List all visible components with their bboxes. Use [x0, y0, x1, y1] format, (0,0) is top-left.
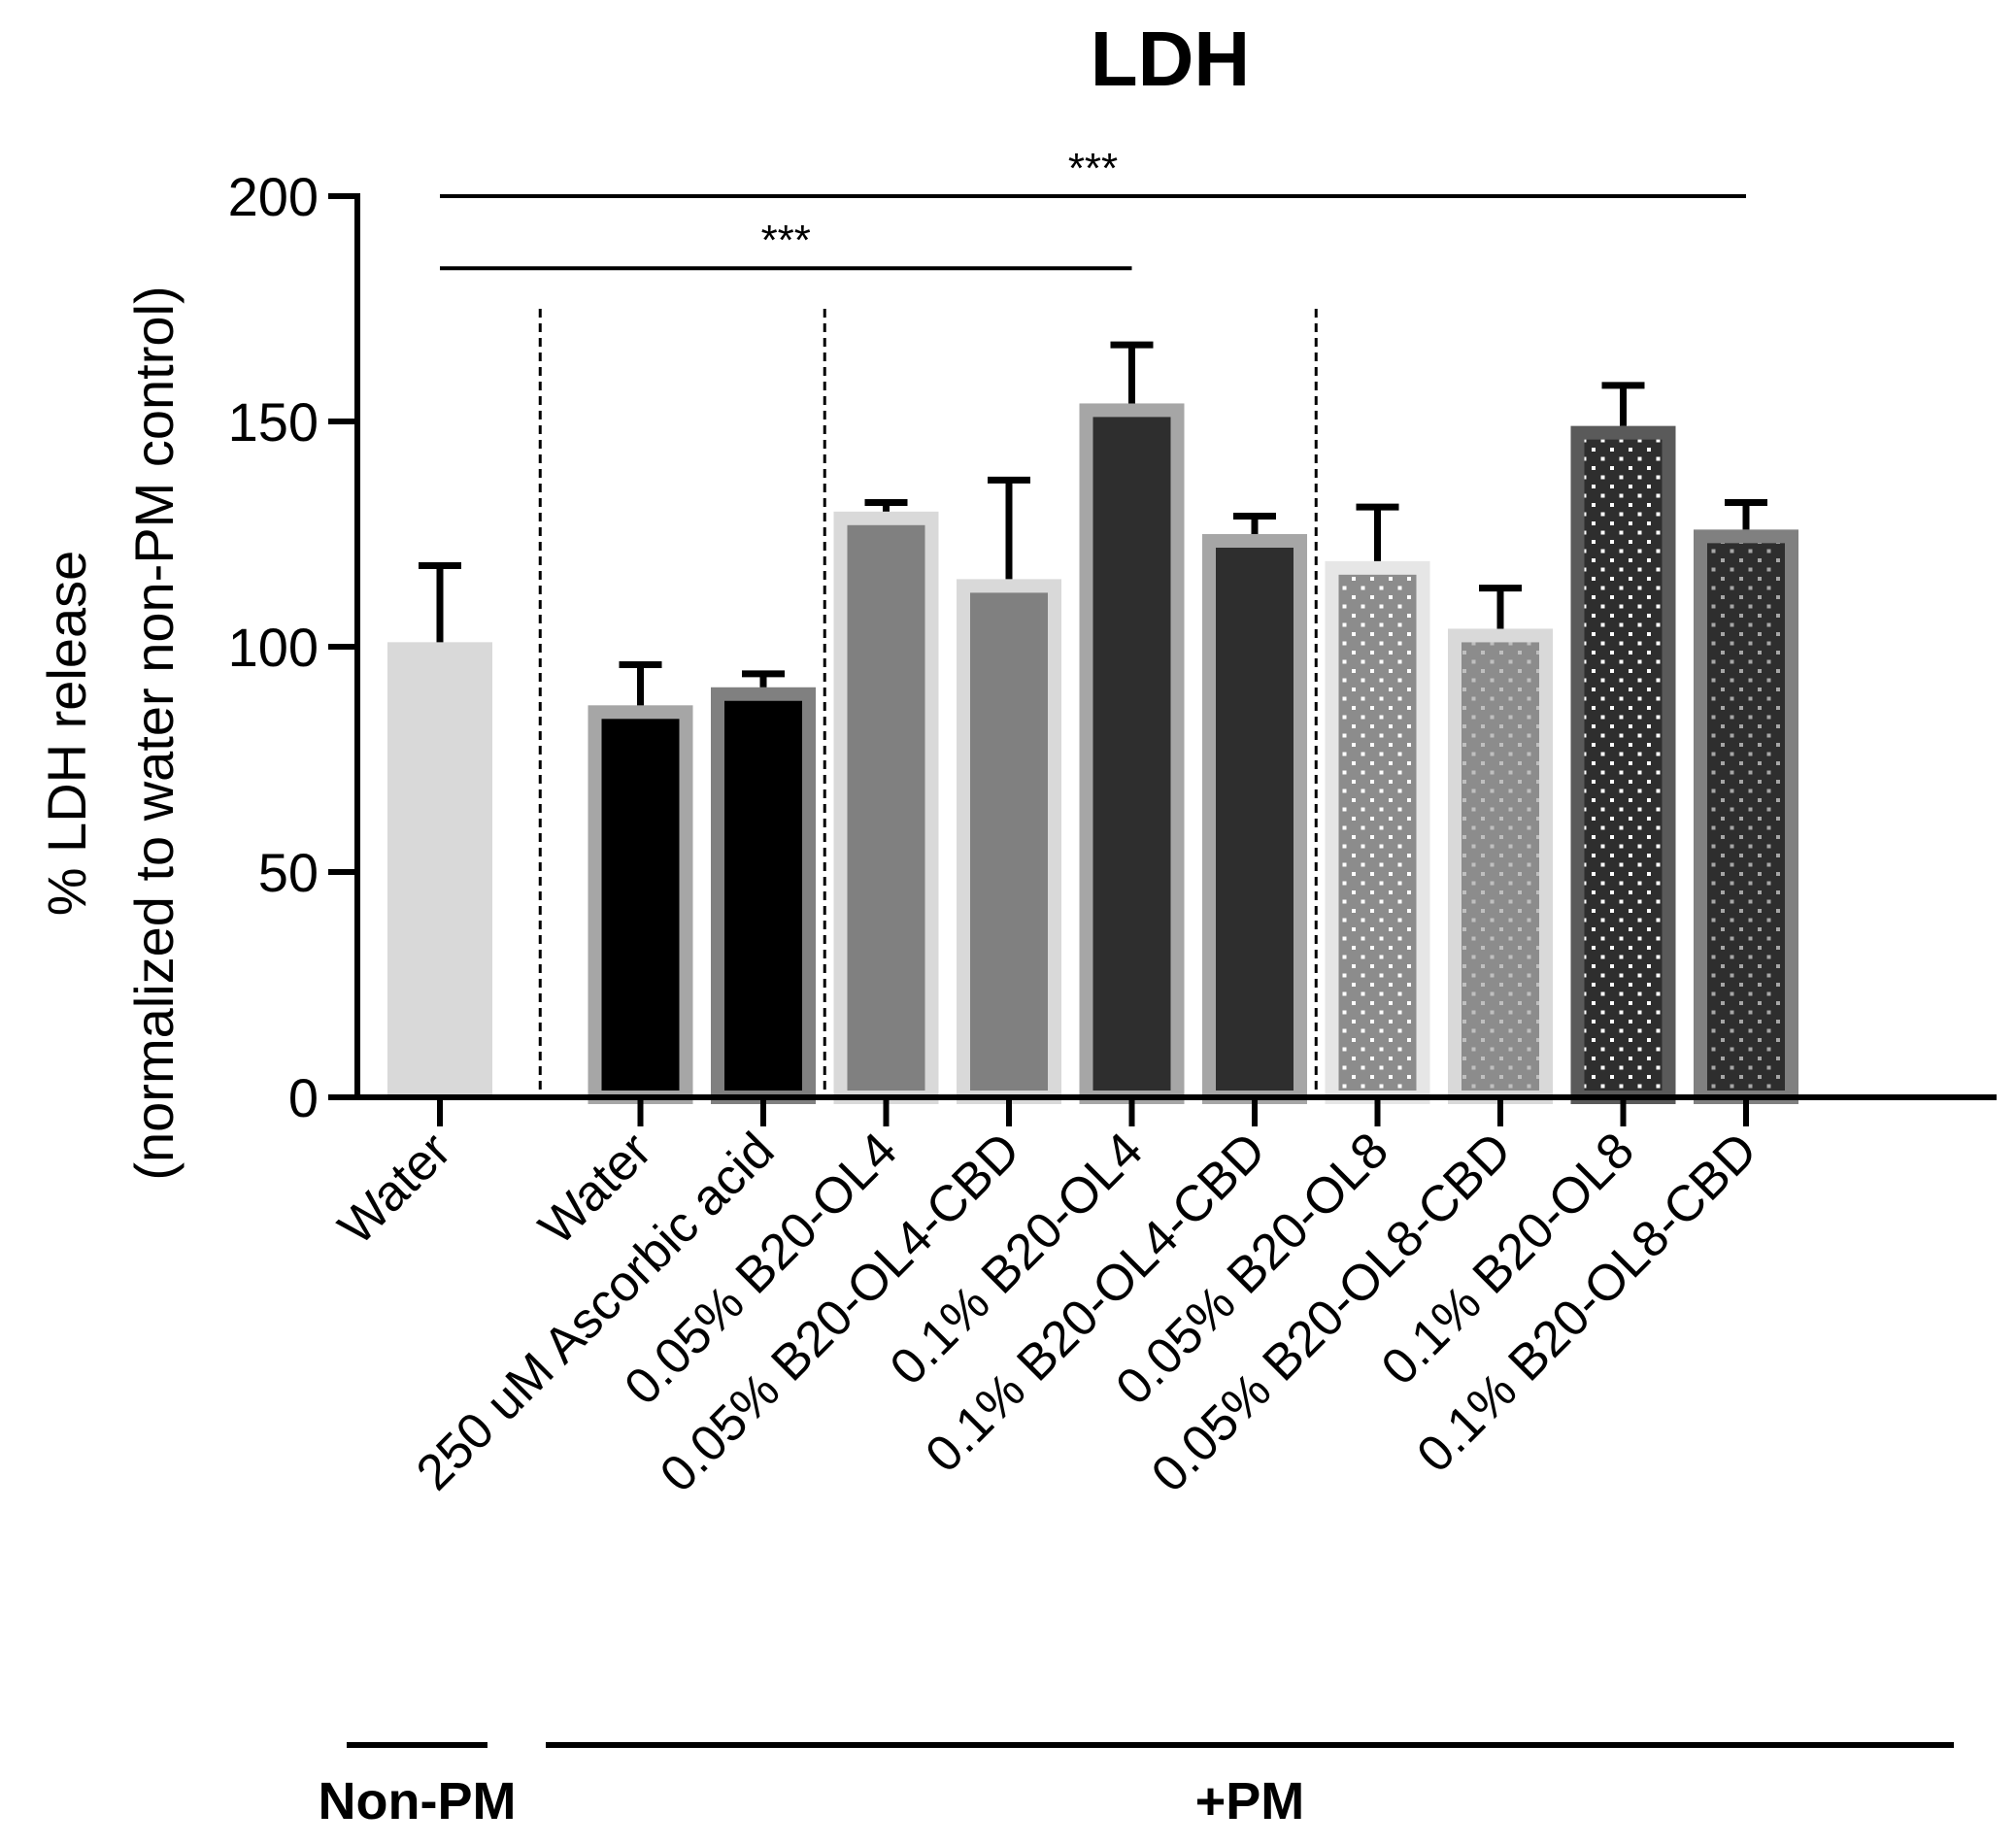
- axis-layer: 0 50 100 150 200: [228, 166, 1997, 1128]
- separator-layer: [538, 309, 1318, 1097]
- group-label-2: +PM: [1195, 1772, 1305, 1830]
- y-tick-label-3: 100: [228, 617, 319, 678]
- y-axis-label-line1: % LDH release: [36, 551, 97, 917]
- bar-group-5: [957, 476, 1061, 1104]
- bar-4: [833, 511, 939, 1104]
- bar-8: [1325, 560, 1430, 1104]
- bar-11: [1694, 529, 1798, 1104]
- group-labels: Non-PM +PM: [319, 1742, 1954, 1830]
- bar-7: [1202, 534, 1307, 1104]
- bar-group-6: [1079, 341, 1185, 1104]
- bar-group-7: [1202, 512, 1307, 1104]
- y-axis-label: % LDH release (normalized to water non-P…: [36, 285, 185, 1180]
- y-tick-label-4: 150: [228, 391, 319, 453]
- bar-group-10: [1570, 382, 1676, 1104]
- bar-1: [387, 642, 492, 1097]
- chart-title: LDH: [1091, 16, 1250, 102]
- bar-group-9: [1448, 585, 1553, 1104]
- y-tick-label-2: 50: [258, 842, 319, 903]
- bar-9: [1448, 628, 1553, 1104]
- significance-layer: *** ***: [440, 145, 1746, 271]
- y-axis-label-line2: (normalized to water non-PM control): [123, 285, 185, 1180]
- bar-group-4: [833, 499, 939, 1104]
- group-label-1: Non-PM: [319, 1772, 517, 1830]
- bar-group-11: [1694, 499, 1798, 1104]
- bar-6: [1079, 403, 1185, 1104]
- bar-group-2: [588, 661, 693, 1104]
- significance-label-2: ***: [761, 217, 811, 264]
- bar-5: [957, 579, 1061, 1104]
- bars-layer: [387, 341, 1798, 1104]
- x-tick-label-1: Water: [328, 1122, 462, 1256]
- bar-2: [588, 705, 693, 1104]
- bar-10: [1570, 425, 1676, 1104]
- bar-group-1: [387, 561, 492, 1097]
- y-tick-label-1: 0: [288, 1067, 319, 1128]
- bar-group-8: [1325, 503, 1430, 1104]
- y-tick-label-5: 200: [228, 166, 319, 227]
- bar-3: [711, 687, 816, 1104]
- bar-group-3: [711, 670, 816, 1104]
- significance-label-1: ***: [1068, 145, 1118, 192]
